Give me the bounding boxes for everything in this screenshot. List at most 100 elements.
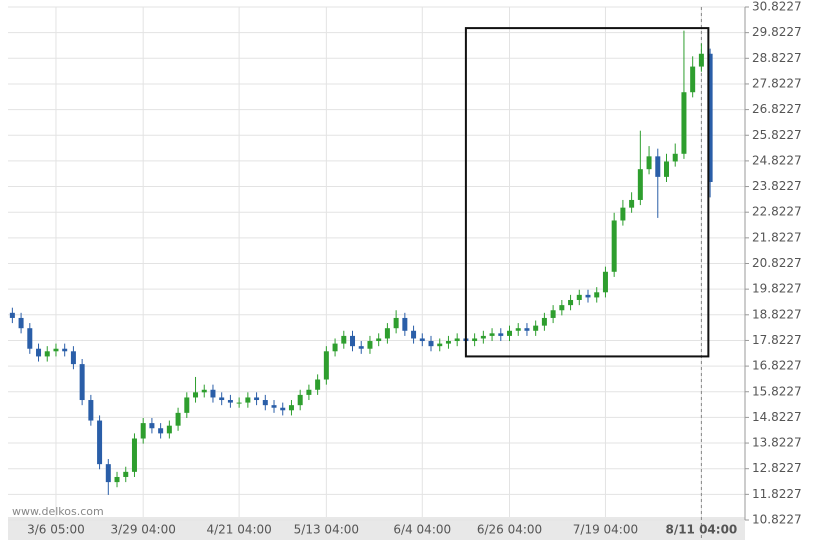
candle-body xyxy=(201,389,207,393)
candle-body xyxy=(576,294,582,300)
x-axis-band xyxy=(8,517,745,540)
candle-body xyxy=(341,335,347,344)
candle-body xyxy=(271,405,277,408)
candle-body xyxy=(219,397,225,401)
candle-body xyxy=(254,397,260,401)
candle-body xyxy=(524,328,530,331)
y-tick-label: 24.8227 xyxy=(752,153,802,167)
candle-body xyxy=(350,335,356,347)
candle-body xyxy=(70,351,76,365)
y-tick-label: 16.8227 xyxy=(752,359,802,373)
candle-body xyxy=(428,341,434,347)
y-tick-label: 13.8227 xyxy=(752,436,802,450)
candle-body xyxy=(158,428,164,434)
candle-body xyxy=(672,153,678,162)
candle-body xyxy=(393,317,399,329)
candle-body xyxy=(515,328,521,331)
candle-body xyxy=(681,92,687,154)
candle-body xyxy=(105,464,111,483)
y-tick-label: 18.8227 xyxy=(752,307,802,321)
candle-body xyxy=(620,207,626,221)
candle-body xyxy=(27,328,33,349)
candle-body xyxy=(18,317,24,329)
candle-body xyxy=(559,305,565,311)
candle-body xyxy=(131,438,137,472)
candle-body xyxy=(79,364,85,401)
candle-body xyxy=(193,392,199,398)
candle-body xyxy=(245,397,251,403)
labels: 10.8227 11.8227 12.8227 13.8227 14.8227 15.82… xyxy=(27,0,802,537)
candle-body xyxy=(698,53,704,67)
candle-body xyxy=(332,343,338,352)
candle-body xyxy=(280,407,286,411)
y-tick-label: 23.8227 xyxy=(752,179,802,193)
candle-body xyxy=(629,199,635,208)
y-tick-label: 20.8227 xyxy=(752,256,802,270)
candle-body xyxy=(227,400,233,403)
candle-body xyxy=(175,412,181,426)
candle-body xyxy=(367,341,373,349)
candle-body xyxy=(568,299,574,306)
candle-body xyxy=(306,389,312,395)
candle-body xyxy=(384,328,390,339)
candle-body xyxy=(646,156,652,170)
candle-body xyxy=(507,330,513,336)
candle-body xyxy=(149,423,155,429)
candle-body xyxy=(88,400,94,421)
candle-body xyxy=(140,423,146,439)
candle-body xyxy=(315,379,321,390)
y-tick-label: 15.8227 xyxy=(752,384,802,398)
y-tick-label: 30.8227 xyxy=(752,0,802,14)
candle-body xyxy=(262,400,268,406)
x-tick-label: 6/26 04:00 xyxy=(477,523,542,537)
candle-body xyxy=(655,156,661,177)
candle-body xyxy=(611,220,617,272)
candle-body xyxy=(184,397,190,413)
candle-body xyxy=(664,161,670,177)
candle-body xyxy=(585,294,591,298)
x-tick-label: 8/11 04:00 xyxy=(665,523,737,537)
y-tick-label: 10.8227 xyxy=(752,513,802,527)
candle-body xyxy=(53,348,59,352)
candle-body xyxy=(210,389,216,398)
y-tick-label: 11.8227 xyxy=(752,487,802,501)
candle-body xyxy=(489,333,495,336)
candle-body xyxy=(498,333,504,336)
candle-body xyxy=(288,405,294,411)
grid xyxy=(8,6,749,540)
candle-body xyxy=(402,317,408,331)
x-tick-label: 3/6 05:00 xyxy=(27,523,85,537)
x-tick-label: 5/13 04:00 xyxy=(294,523,359,537)
candle-body xyxy=(419,338,425,342)
y-tick-label: 26.8227 xyxy=(752,102,802,116)
candle-body xyxy=(411,330,417,339)
candle-body xyxy=(550,310,556,318)
candle-body xyxy=(533,325,539,331)
candle-body xyxy=(9,312,15,318)
candle-body xyxy=(472,338,478,342)
x-tick-label: 7/19 04:00 xyxy=(573,523,638,537)
y-tick-label: 29.8227 xyxy=(752,25,802,39)
candle-body xyxy=(62,348,68,352)
candle-body xyxy=(602,271,608,293)
highlight-box xyxy=(464,27,710,358)
candles xyxy=(9,27,713,495)
x-tick-label: 3/29 04:00 xyxy=(111,523,176,537)
candle-body xyxy=(297,394,303,406)
candle-body xyxy=(123,471,129,477)
y-tick-label: 27.8227 xyxy=(752,76,802,90)
y-tick-label: 22.8227 xyxy=(752,205,802,219)
y-tick-label: 28.8227 xyxy=(752,51,802,65)
candle-body xyxy=(323,351,329,380)
y-tick-label: 12.8227 xyxy=(752,461,802,475)
candle-body xyxy=(541,317,547,326)
y-tick-label: 19.8227 xyxy=(752,282,802,296)
candle-body xyxy=(437,343,443,347)
candle-body xyxy=(236,402,242,404)
x-tick-label: 4/21 04:00 xyxy=(206,523,271,537)
y-tick-label: 17.8227 xyxy=(752,333,802,347)
candle-body xyxy=(36,348,42,357)
candle-body xyxy=(114,476,120,483)
x-tick-label: 6/4 04:00 xyxy=(393,523,451,537)
